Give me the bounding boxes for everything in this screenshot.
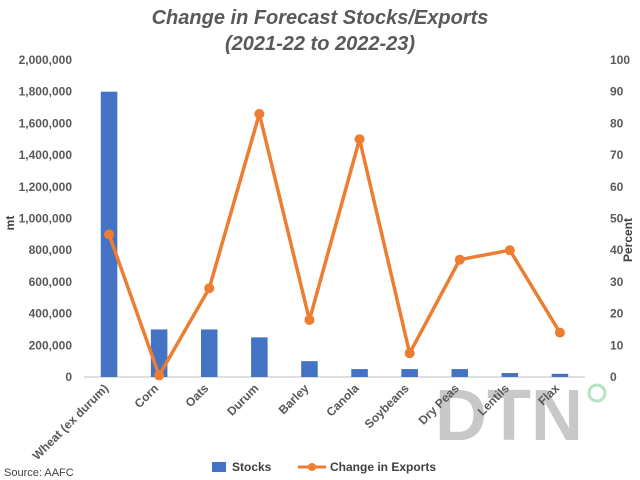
- left-axis-label: mt: [3, 216, 17, 231]
- right-y-tick-label: 30: [610, 275, 624, 289]
- stocks-bar: [251, 337, 268, 377]
- left-y-tick-label: 200,000: [29, 338, 73, 352]
- x-tick-label: Canola: [323, 381, 361, 419]
- x-tick-label: Barley: [276, 381, 312, 417]
- exports-point: [354, 134, 365, 145]
- exports-point: [254, 108, 265, 119]
- right-y-tick-label: 10: [610, 338, 624, 352]
- dtn-watermark-logo: DTN: [435, 376, 607, 456]
- x-tick-label: Soybeans: [362, 381, 412, 431]
- exports-point: [404, 348, 415, 359]
- left-y-tick-label: 600,000: [29, 275, 73, 289]
- legend-stocks-label: Stocks: [232, 460, 272, 474]
- right-y-tick-label: 20: [610, 307, 624, 321]
- stocks-bar: [200, 329, 218, 377]
- exports-point: [104, 229, 115, 240]
- legend-exports-label: Change in Exports: [330, 460, 436, 474]
- exports-line-path: [107, 112, 562, 378]
- exports-point: [554, 327, 565, 338]
- right-y-tick-label: 0: [610, 370, 617, 384]
- source-note: Source: AAFC: [4, 467, 74, 479]
- left-y-tick-label: 1,200,000: [19, 180, 73, 194]
- left-y-tick-label: 1,800,000: [19, 85, 73, 99]
- x-tick-label: Oats: [183, 381, 212, 410]
- exports-point: [154, 370, 165, 381]
- legend-exports-marker: [308, 463, 316, 471]
- left-y-tick-label: 1,000,000: [19, 212, 73, 226]
- left-y-tick-label: 2,000,000: [19, 53, 73, 67]
- left-y-tick-label: 800,000: [29, 243, 73, 257]
- left-y-tick-label: 0: [65, 370, 72, 384]
- left-y-tick-label: 1,400,000: [19, 148, 73, 162]
- left-y-tick-label: 1,600,000: [19, 116, 73, 130]
- legend-stocks-swatch: [212, 462, 226, 472]
- right-y-tick-label: 100: [610, 53, 630, 67]
- right-y-tick-label: 90: [610, 85, 624, 99]
- x-tick-label: Wheat (ex durum): [30, 381, 112, 463]
- svg-text:DTN: DTN: [435, 376, 583, 456]
- stocks-bar: [401, 369, 418, 377]
- exports-point: [504, 245, 515, 256]
- right-y-tick-label: 50: [610, 212, 624, 226]
- stocks-bar: [551, 373, 569, 377]
- exports-point: [454, 254, 465, 265]
- exports-point: [304, 314, 315, 325]
- right-y-tick-label: 60: [610, 180, 624, 194]
- stocks-bar: [451, 369, 469, 377]
- chart-title-line-1: Change in Forecast Stocks/Exports: [152, 7, 489, 29]
- x-tick-label: Corn: [132, 381, 162, 411]
- right-y-tick-label: 40: [610, 243, 624, 257]
- legend: Stocks Change in Exports: [212, 460, 436, 474]
- stocks-bar: [501, 373, 519, 377]
- stocks-bar: [351, 369, 368, 377]
- stocks-bar: [301, 361, 318, 377]
- chart-title-line-2: (2021-22 to 2022-23): [225, 33, 415, 55]
- exports-point: [204, 283, 215, 294]
- exports-line: [104, 108, 565, 381]
- left-y-tick-label: 400,000: [29, 307, 73, 321]
- right-axis-label: Percent: [621, 218, 635, 262]
- right-y-tick-label: 70: [610, 148, 624, 162]
- x-tick-label: Durum: [224, 381, 261, 418]
- stocks-bar: [150, 329, 168, 377]
- right-y-tick-label: 80: [610, 116, 624, 130]
